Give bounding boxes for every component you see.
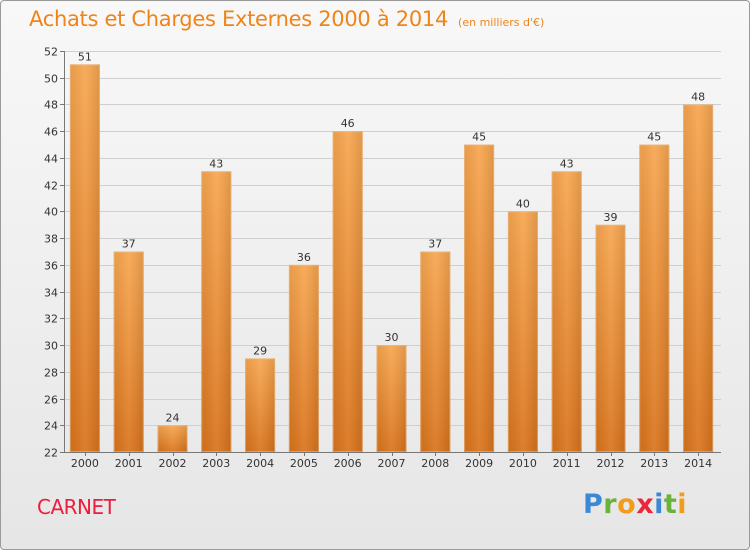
bar-value-label: 40 [516,197,530,210]
bar-outline [69,64,100,452]
bar-value-label: 43 [209,157,223,170]
bar-value-label: 45 [472,131,486,144]
brand-letter: t [663,489,678,520]
bars-layer: 51 37 24 43 29 36 46 30 37 45 40 43 39 45 48 [69,50,714,453]
y-tick-label: 22 [44,447,58,460]
bar-shade [683,104,714,452]
title-row: Achats et Charges Externes 2000 à 2014 (e… [29,7,544,31]
commune-name: CARNET [37,495,116,519]
x-tick-label: 2001 [115,457,143,470]
y-tick-label: 40 [44,206,58,219]
x-tick-label: 2006 [334,457,362,470]
bar-shade [464,144,495,453]
bar-shade [376,345,407,452]
bar-shade [551,171,582,453]
y-tick-label: 48 [44,99,58,112]
bar-outline [464,144,495,452]
x-tick-label: 2012 [597,457,625,470]
bar-outline [332,131,363,452]
bar-outline [595,224,626,452]
y-tick-label: 44 [44,153,58,166]
brand-letter: r [603,489,618,520]
bar-shade [157,425,188,452]
x-tick-label: 2003 [202,457,230,470]
bar-value-label: 24 [166,411,180,424]
chart-subtitle: (en milliers d'€) [458,16,545,29]
y-tick-label: 26 [44,394,58,407]
y-tick-label: 52 [44,46,58,59]
axis-layer: 22 24 26 28 30 32 34 36 38 40 42 44 46 48 50 52 2000 2001… [44,46,721,470]
bar-value-label: 39 [604,211,618,224]
bar-value-label: 37 [122,238,136,251]
y-tick-label: 28 [44,367,58,380]
bar-outline [157,425,188,452]
brand-letter: i [654,489,664,520]
bar-shade [507,211,538,452]
y-tick-label: 50 [44,73,58,86]
bar-shade [332,131,363,452]
bar-value-label: 30 [385,331,399,344]
bar-outline [376,345,407,453]
bar-shade [639,144,670,453]
y-tick-label: 38 [44,233,58,246]
bar-outline [420,251,451,452]
y-tick-label: 42 [44,180,58,193]
bar-shade [595,224,626,452]
bar-outline [245,358,276,452]
x-tick-label: 2009 [465,457,493,470]
bar-value-label: 43 [560,157,574,170]
x-tick-label: 2007 [378,457,406,470]
bar-outline [683,104,714,452]
brand-logo: Proxiti [583,489,687,520]
y-tick-label: 32 [44,313,58,326]
bar-value-label: 36 [297,251,311,264]
bar-shade [201,171,232,453]
bar-outline [288,264,319,452]
bar-outline [551,171,582,453]
x-tick-label: 2002 [159,457,187,470]
bar-shade [288,264,319,452]
y-tick-label: 46 [44,126,58,139]
y-tick-label: 34 [44,287,58,300]
bar-value-label: 46 [341,117,355,130]
x-tick-label: 2005 [290,457,318,470]
y-tick-label: 24 [44,420,58,433]
bar-outline [507,211,538,452]
y-tick-label: 30 [44,340,58,353]
x-tick-label: 2004 [246,457,274,470]
brand-letter: P [583,489,604,520]
chart-title: Achats et Charges Externes 2000 à 2014 [29,7,449,31]
x-tick-label: 2013 [640,457,668,470]
x-tick-label: 2014 [684,457,712,470]
bar-shade [245,358,276,452]
bar-value-label: 45 [647,131,661,144]
bar-shade [113,251,144,452]
bar-shade [69,64,100,452]
x-tick-label: 2000 [71,457,99,470]
brand-letter: x [636,489,655,520]
bar-outline [201,171,232,453]
x-tick-label: 2010 [509,457,537,470]
x-tick-label: 2011 [553,457,581,470]
bar-value-label: 51 [78,50,92,63]
bar-value-label: 48 [691,90,705,103]
y-tick-label: 36 [44,260,58,273]
bar-shade [420,251,451,452]
bar-outline [639,144,670,452]
bar-value-label: 37 [428,238,442,251]
bar-outline [113,251,144,452]
bar-value-label: 29 [253,344,267,357]
x-tick-label: 2008 [421,457,449,470]
brand-letter: o [617,489,637,520]
brand-letter: i [677,489,688,520]
